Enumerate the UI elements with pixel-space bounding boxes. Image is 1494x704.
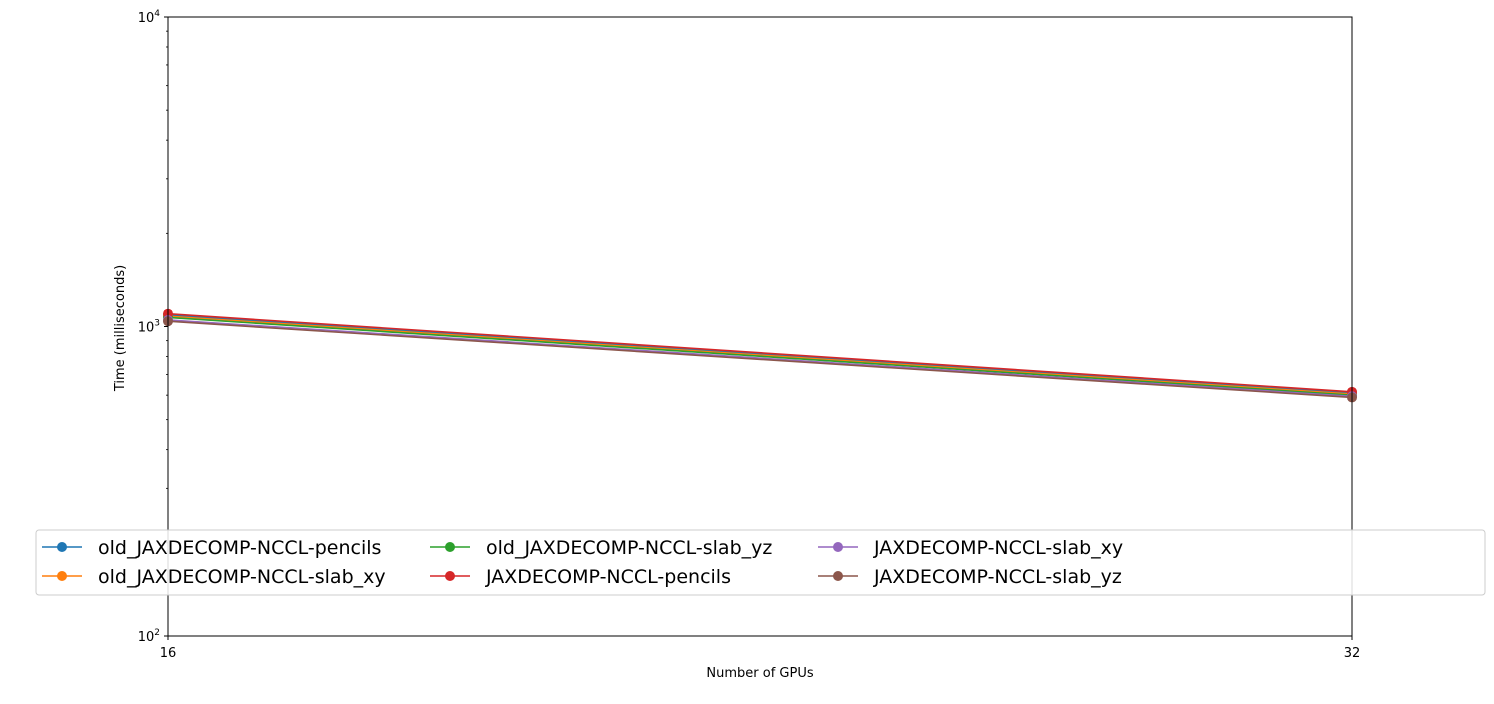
series-line [167, 319, 1353, 398]
y-tick-label: 103 [138, 319, 160, 336]
y-tick-exponent: 4 [154, 9, 160, 19]
y-axis-label: Time (milliseconds) [113, 265, 128, 392]
x-tick-label: 32 [1344, 646, 1361, 661]
x-tick-label: 16 [160, 646, 177, 661]
legend-item: JAXDECOMP-NCCL-slab_xy [818, 537, 1123, 559]
legend-label: JAXDECOMP-NCCL-slab_yz [873, 566, 1122, 588]
y-tick-base: 10 [138, 321, 155, 336]
legend-item: old_JAXDECOMP-NCCL-slab_yz [430, 537, 772, 559]
y-tick-base: 10 [138, 630, 155, 645]
y-tick-exponent: 3 [154, 319, 160, 329]
legend-label: JAXDECOMP-NCCL-pencils [485, 566, 731, 588]
x-axis-label: Number of GPUs [706, 666, 813, 681]
y-tick-label: 102 [138, 628, 160, 645]
series-line [167, 320, 1353, 399]
legend-box [35, 529, 1486, 596]
series-line [167, 316, 1353, 396]
legend: old_JAXDECOMP-NCCL-pencils old_JAXDECOMP-… [35, 529, 1486, 596]
legend-label: old_JAXDECOMP-NCCL-slab_yz [486, 537, 772, 559]
legend-marker [833, 542, 843, 552]
legend-marker [445, 571, 455, 581]
y-tick-label: 104 [138, 9, 161, 26]
legend-item: JAXDECOMP-NCCL-pencils [430, 566, 731, 588]
legend-marker [57, 571, 67, 581]
series-line [167, 314, 1353, 394]
legend-marker [445, 542, 455, 552]
series-lines [163, 308, 1357, 403]
legend-item: old_JAXDECOMP-NCCL-slab_xy [42, 566, 386, 588]
y-tick-base: 10 [138, 11, 155, 26]
legend-item: old_JAXDECOMP-NCCL-pencils [42, 537, 381, 559]
legend-label: old_JAXDECOMP-NCCL-pencils [98, 537, 381, 559]
legend-label: old_JAXDECOMP-NCCL-slab_xy [98, 566, 386, 588]
legend-item: JAXDECOMP-NCCL-slab_yz [818, 566, 1122, 588]
legend-label: JAXDECOMP-NCCL-slab_xy [873, 537, 1123, 559]
legend-marker [57, 542, 67, 552]
legend-marker [833, 571, 843, 581]
series-line [167, 315, 1353, 395]
y-tick-exponent: 2 [154, 628, 160, 638]
series-line [167, 312, 1353, 393]
